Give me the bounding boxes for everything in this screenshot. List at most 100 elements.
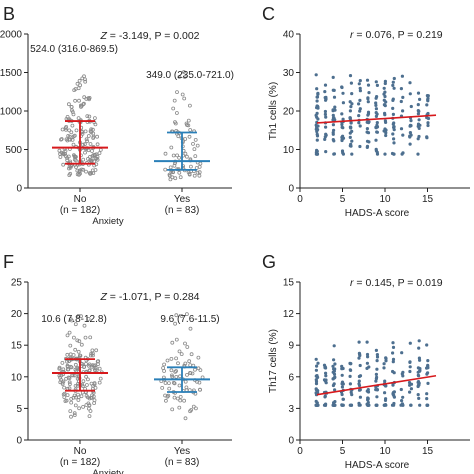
data-point bbox=[382, 86, 386, 90]
data-point bbox=[73, 155, 77, 160]
data-point bbox=[348, 116, 352, 120]
data-point bbox=[416, 103, 420, 107]
data-point bbox=[349, 121, 353, 125]
data-point bbox=[332, 401, 336, 405]
data-point bbox=[366, 400, 370, 405]
stat-annotation: r = 0.145, P = 0.019 bbox=[350, 277, 443, 289]
data-point bbox=[170, 407, 175, 412]
data-point bbox=[176, 361, 180, 366]
data-point bbox=[175, 90, 179, 94]
data-point bbox=[425, 366, 429, 370]
data-point bbox=[65, 158, 70, 163]
category-n-label: (n = 182) bbox=[60, 205, 100, 216]
data-point bbox=[58, 380, 63, 385]
data-point bbox=[162, 362, 167, 367]
x-tick-label: 15 bbox=[422, 194, 434, 205]
data-point bbox=[366, 97, 370, 101]
data-point bbox=[357, 121, 361, 125]
y-tick-label: 25 bbox=[11, 278, 23, 289]
data-point bbox=[340, 125, 344, 129]
data-point bbox=[84, 137, 89, 142]
data-point bbox=[426, 363, 430, 367]
data-point bbox=[79, 105, 83, 109]
data-point bbox=[198, 387, 202, 392]
data-point bbox=[193, 154, 198, 159]
data-point bbox=[341, 403, 345, 407]
data-point bbox=[358, 144, 362, 149]
y-tick-label: 3 bbox=[288, 404, 294, 415]
data-point bbox=[425, 116, 429, 120]
data-point bbox=[365, 120, 369, 124]
data-point bbox=[349, 105, 353, 109]
data-point bbox=[191, 141, 195, 146]
data-point bbox=[331, 123, 335, 127]
data-point bbox=[75, 365, 80, 370]
data-point bbox=[169, 368, 174, 373]
x-tick-label: 10 bbox=[379, 446, 391, 457]
data-point bbox=[174, 111, 179, 115]
data-point bbox=[58, 152, 62, 156]
data-point bbox=[86, 316, 91, 321]
data-point bbox=[375, 121, 379, 125]
data-point bbox=[63, 151, 67, 156]
data-point bbox=[365, 361, 369, 365]
data-point bbox=[61, 162, 66, 167]
data-point bbox=[62, 395, 67, 400]
data-point bbox=[172, 381, 177, 386]
data-point bbox=[76, 349, 81, 354]
data-point bbox=[417, 356, 421, 360]
data-point bbox=[183, 361, 188, 366]
data-point bbox=[74, 165, 78, 169]
data-point bbox=[178, 175, 183, 180]
data-point bbox=[409, 119, 413, 123]
data-point bbox=[65, 393, 70, 398]
data-point bbox=[69, 318, 74, 323]
data-point bbox=[409, 133, 413, 137]
data-point bbox=[409, 403, 413, 407]
data-point bbox=[183, 379, 188, 384]
data-point bbox=[86, 377, 90, 382]
data-point bbox=[95, 134, 99, 139]
data-point bbox=[177, 75, 182, 79]
data-point bbox=[408, 124, 412, 128]
panel-f: F 0 5 10 15 20 25 Z = -1.071, P = 0.284 10.6 (7.… bbox=[3, 252, 232, 474]
data-point bbox=[83, 150, 87, 155]
data-point bbox=[85, 139, 89, 144]
data-point bbox=[98, 147, 103, 152]
data-point bbox=[341, 91, 345, 95]
panel-g: G 0 3 6 9 12 15 0 5 10 15 Th17 cells (%) HADS-A scor… bbox=[262, 252, 470, 471]
data-point bbox=[173, 121, 178, 126]
data-point bbox=[382, 98, 386, 102]
data-point bbox=[79, 342, 84, 347]
data-point bbox=[88, 335, 93, 340]
data-point bbox=[89, 353, 93, 358]
data-point bbox=[314, 357, 318, 361]
data-point bbox=[77, 169, 82, 174]
data-point bbox=[76, 86, 81, 91]
data-point bbox=[70, 123, 75, 128]
data-point bbox=[331, 132, 335, 136]
data-point bbox=[426, 359, 430, 363]
data-point bbox=[416, 91, 421, 95]
y-axis-label: Th17 cells (%) bbox=[268, 329, 279, 393]
data-point bbox=[365, 389, 369, 393]
data-point bbox=[314, 388, 318, 392]
data-point bbox=[375, 95, 379, 99]
data-point bbox=[408, 131, 412, 135]
data-point bbox=[384, 359, 388, 363]
data-point bbox=[417, 134, 421, 139]
data-point bbox=[358, 98, 362, 102]
data-point bbox=[92, 398, 97, 403]
data-point bbox=[392, 371, 396, 375]
data-point bbox=[358, 109, 362, 113]
data-point bbox=[79, 167, 84, 172]
data-point bbox=[391, 112, 395, 116]
data-point bbox=[195, 170, 200, 175]
data-point bbox=[165, 358, 170, 363]
data-point bbox=[57, 148, 62, 153]
y-axis-label: Th1 cells (%) bbox=[268, 82, 279, 140]
data-point bbox=[73, 87, 78, 91]
data-point bbox=[375, 353, 379, 357]
data-point bbox=[84, 403, 89, 407]
data-point bbox=[315, 132, 319, 136]
